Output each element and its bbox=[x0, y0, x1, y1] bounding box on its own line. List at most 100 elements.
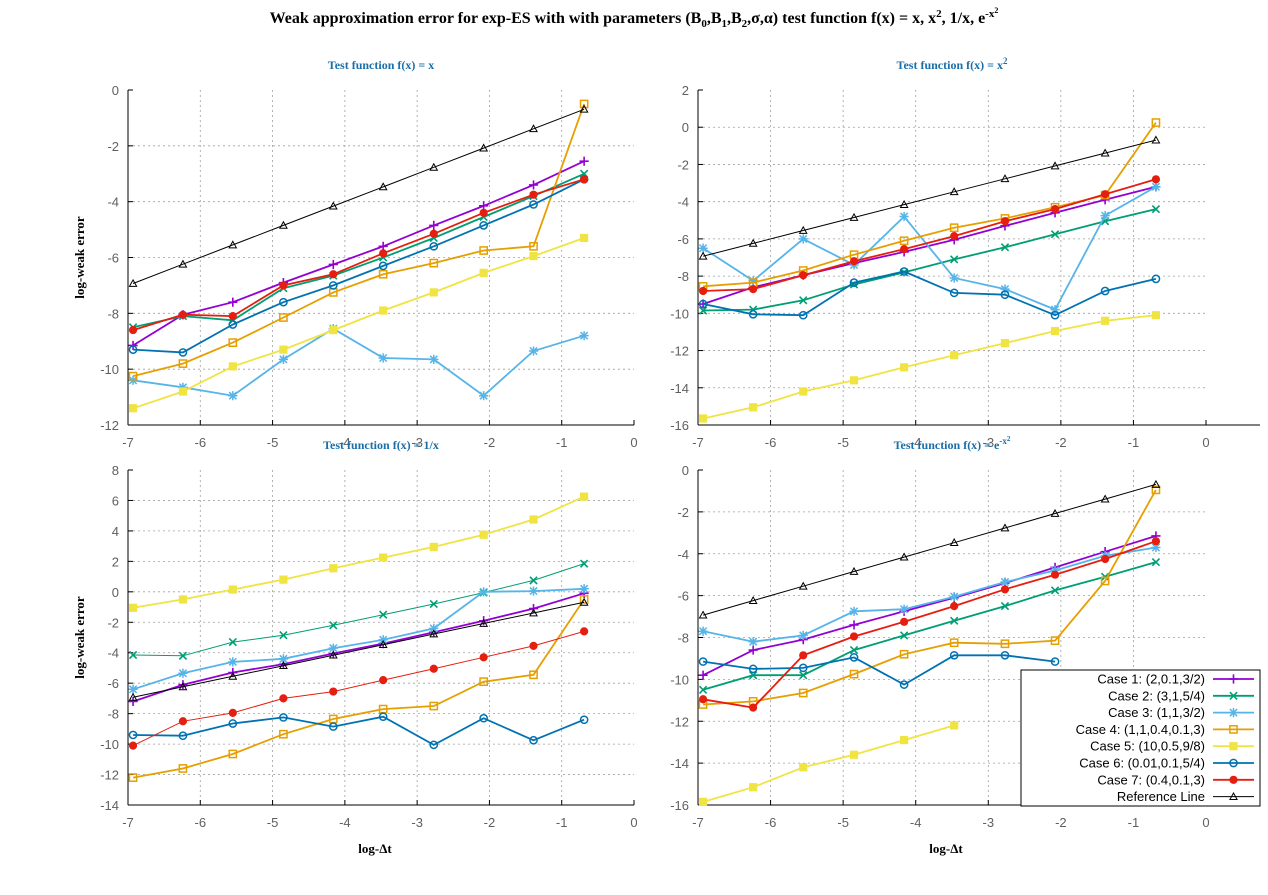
y-tick-label: -14 bbox=[100, 798, 119, 813]
y-tick-label: -2 bbox=[107, 139, 119, 154]
data-point bbox=[429, 599, 438, 609]
data-point bbox=[228, 362, 237, 371]
data-point bbox=[949, 592, 959, 602]
panel-title-part: 2 bbox=[1003, 56, 1008, 66]
y-tick-label: -10 bbox=[100, 737, 119, 752]
series-case-6 bbox=[698, 650, 1060, 689]
x-tick-label: 0 bbox=[630, 815, 637, 830]
data-point bbox=[580, 627, 589, 636]
data-point bbox=[1000, 217, 1010, 226]
x-tick-label: -7 bbox=[122, 435, 134, 450]
data-point bbox=[899, 267, 909, 276]
data-point bbox=[849, 653, 859, 662]
legend-label: Case 5: (10,0.5,9/8) bbox=[1090, 739, 1205, 754]
series-line bbox=[702, 546, 1157, 643]
data-point bbox=[949, 638, 959, 648]
data-point bbox=[849, 606, 859, 616]
panel-title: Test function f(x) = 1/x bbox=[323, 438, 439, 452]
series-line bbox=[132, 172, 585, 329]
data-point bbox=[228, 708, 237, 717]
y-tick-label: -10 bbox=[100, 362, 119, 377]
panel-title-part: Test function f(x) = e bbox=[894, 438, 1000, 452]
data-point bbox=[479, 268, 488, 277]
data-point bbox=[799, 763, 808, 772]
data-point bbox=[479, 618, 489, 627]
legend-marker bbox=[1229, 775, 1238, 784]
data-point bbox=[1050, 205, 1060, 214]
data-point bbox=[849, 645, 859, 655]
series-line bbox=[702, 139, 1157, 257]
chart-panel-3: -7 -6 -5 -4 -3 -2 -1 086420-2-4-6-8-10-12-14Tes… bbox=[72, 438, 638, 856]
data-point bbox=[429, 258, 439, 268]
y-tick-label: 0 bbox=[112, 83, 119, 98]
y-tick-label: -16 bbox=[670, 798, 689, 813]
legend-entry-case-4: Case 4: (1,1,0.4,0.1,3) bbox=[1076, 722, 1254, 737]
data-point bbox=[529, 515, 538, 524]
data-point bbox=[128, 650, 138, 660]
x-tick-label: -5 bbox=[837, 815, 849, 830]
y-tick-label: 8 bbox=[112, 463, 119, 478]
data-point bbox=[228, 391, 238, 401]
series-case-2 bbox=[128, 169, 589, 332]
data-point bbox=[329, 621, 338, 630]
data-point bbox=[748, 664, 758, 674]
data-point bbox=[128, 404, 138, 413]
series-line bbox=[702, 314, 1156, 420]
y-tick-label: -4 bbox=[107, 646, 119, 661]
data-point bbox=[479, 677, 488, 687]
series-line bbox=[132, 601, 585, 698]
series-line bbox=[133, 715, 585, 746]
data-point bbox=[279, 713, 288, 722]
data-point bbox=[580, 175, 589, 184]
data-point bbox=[279, 297, 288, 307]
x-tick-label: -2 bbox=[484, 435, 496, 450]
data-point bbox=[279, 313, 288, 322]
series-line bbox=[702, 535, 1157, 677]
data-point bbox=[1151, 135, 1161, 144]
legend-marker bbox=[1229, 758, 1238, 768]
x-tick-label: -3 bbox=[411, 435, 423, 450]
data-point bbox=[128, 741, 138, 750]
series-case-6 bbox=[698, 267, 1161, 320]
data-point bbox=[899, 604, 909, 614]
series-case-4 bbox=[128, 99, 589, 381]
data-point bbox=[178, 680, 188, 690]
data-point bbox=[579, 715, 589, 725]
data-point bbox=[429, 629, 439, 638]
data-point bbox=[1151, 485, 1161, 495]
data-point bbox=[128, 603, 138, 612]
data-point bbox=[228, 749, 238, 759]
data-point bbox=[429, 220, 439, 230]
data-point bbox=[279, 281, 288, 290]
legend-marker bbox=[1228, 674, 1239, 684]
data-point bbox=[529, 252, 538, 261]
data-point bbox=[1151, 311, 1161, 320]
data-point bbox=[128, 730, 138, 740]
data-point bbox=[1000, 243, 1010, 252]
data-point bbox=[949, 538, 959, 547]
panel-title: Test function f(x) = x2 bbox=[897, 56, 1008, 72]
series-case-8 bbox=[698, 135, 1161, 260]
x-tick-label: -3 bbox=[983, 815, 995, 830]
data-point bbox=[128, 325, 138, 335]
data-point bbox=[1000, 639, 1010, 649]
data-point bbox=[1101, 554, 1110, 564]
data-point bbox=[1050, 230, 1060, 239]
series-line bbox=[702, 540, 1157, 709]
series-case-8 bbox=[128, 597, 589, 701]
y-tick-label: 0 bbox=[112, 585, 119, 600]
data-point bbox=[328, 259, 338, 270]
data-point bbox=[1151, 118, 1161, 127]
data-point bbox=[698, 306, 708, 315]
series-line bbox=[132, 178, 585, 331]
data-point bbox=[798, 688, 808, 698]
data-point bbox=[1000, 339, 1010, 348]
data-point bbox=[849, 669, 859, 679]
data-point bbox=[1151, 557, 1161, 567]
data-point bbox=[798, 663, 808, 673]
series-case-5 bbox=[698, 311, 1161, 423]
data-point bbox=[899, 236, 909, 246]
data-point bbox=[749, 285, 758, 294]
data-point bbox=[1151, 204, 1161, 214]
